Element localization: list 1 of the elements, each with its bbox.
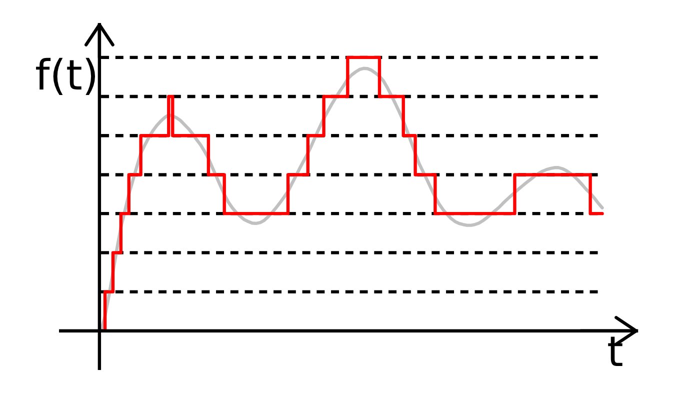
- y-axis-title: f(t): [36, 58, 96, 95]
